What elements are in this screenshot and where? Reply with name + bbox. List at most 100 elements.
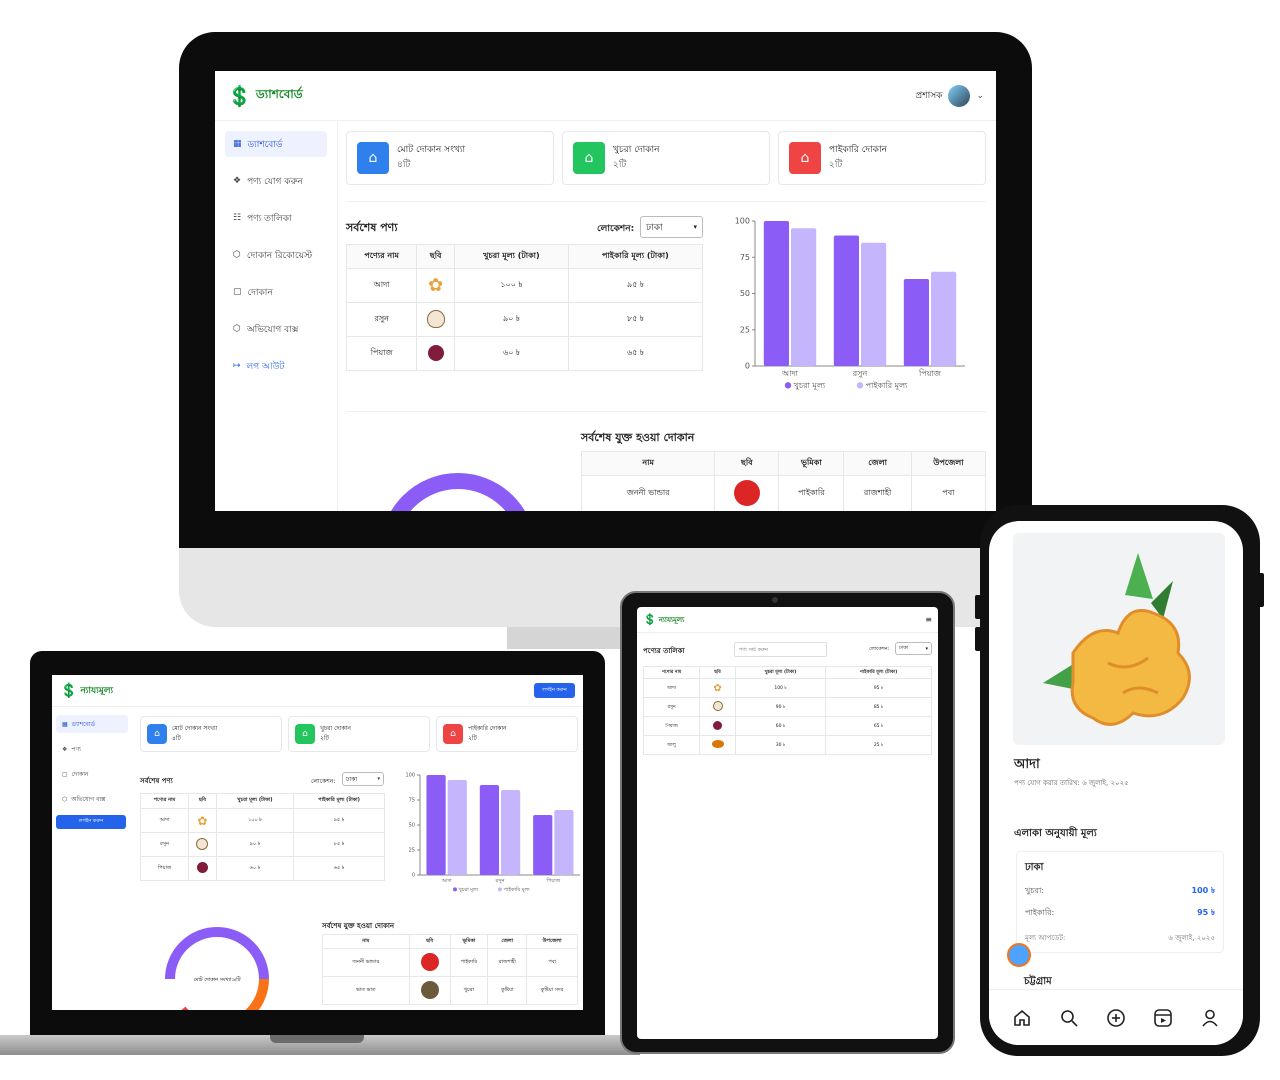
sidebar-item-shop-request[interactable]: ⬡ দোকান রিকোয়েস্ট: [233, 250, 313, 261]
chevron-down-icon: ▾: [693, 223, 697, 231]
table-row[interactable]: পিয়াজ ৬০ ৳ ৬৫ ৳: [345, 336, 704, 371]
wholesale-price: 95 ৳: [1197, 908, 1215, 917]
products-table: পণ্যের নাম ছবি খুচরা মূল্য (টাকা) পাইকারি ম…: [139, 793, 385, 881]
store-icon: ⌂: [789, 142, 821, 174]
shop-logo: [420, 952, 439, 971]
table-row[interactable]: রসুন ৯০ ৳ ৮৫ ৳: [345, 302, 704, 337]
laptop-brand[interactable]: ন্যায্যমূল্য: [80, 686, 114, 696]
table-row[interactable]: পিয়াজ ৬০ ৳ ৬৫ ৳: [139, 856, 385, 881]
sidebar-item-add-product[interactable]: ❖ পণ্য যোগ করুন: [233, 176, 303, 187]
menu-icon[interactable]: ≡: [925, 615, 932, 624]
x-tick-label: রসুন: [494, 878, 505, 884]
table-row[interactable]: রসুন 90 ৳ 85 ৳: [642, 697, 932, 717]
shops-table: নাম ছবি ভূমিকা জেলা উপজেলা জননী ভান্ডার …: [580, 451, 987, 511]
onion-image: [196, 862, 208, 873]
sidebar-item-complaint-box[interactable]: ⬡ অভিযোগ বাক্স: [233, 324, 299, 335]
stat-card-wholesale-shops: ⌂ পাইকারি দোকান ২টি: [778, 131, 986, 185]
table-row[interactable]: জননী ভান্ডার পাইকারি রাজশাহী পবা: [580, 475, 987, 511]
tablet-screen: 💲 ন্যায্যমূল্য ≡ পণ্যের তালিকা লোকেশন: ঢ…: [637, 607, 938, 1039]
avatar[interactable]: [948, 84, 971, 107]
sidebar-login-button[interactable]: লগইন করুন: [56, 815, 126, 829]
tablet-brand[interactable]: ন্যায্যমূল্য: [658, 615, 685, 624]
table-row[interactable]: আদা ✿ ১০০ ৳ ৯৫ ৳: [345, 268, 704, 303]
logout-icon: ↦: [233, 361, 241, 371]
plus-circle-icon[interactable]: [1104, 1006, 1128, 1030]
y-tick-label: 100: [735, 217, 750, 226]
floating-action-dot[interactable]: [1007, 943, 1031, 967]
reels-icon[interactable]: [1151, 1006, 1175, 1030]
legend-label: খুচরা মূল্য: [459, 887, 479, 893]
laptop-base: [0, 1035, 640, 1055]
table-row[interactable]: ভাত ভাত খুচরা কুষ্টিয়া কুষ্টিয়া সদর: [322, 976, 578, 1005]
chevron-down-icon: ▾: [925, 645, 928, 652]
laptop-screen: 💲 ন্যায্যমূল্য লগইন করুন ▦ ড্যাশবোর্ড ❖ পণ…: [52, 675, 583, 1010]
x-tick-label: আদা: [781, 369, 799, 378]
sidebar-item-product[interactable]: ❖ পণ্য: [62, 745, 81, 753]
location-select[interactable]: ঢাকা ▾: [640, 216, 703, 238]
sidebar-item-complaint-box[interactable]: ⬡ অভিযোগ বাক্স: [62, 795, 106, 803]
table-row[interactable]: জননী ভান্ডার পাইকারি রাজশাহী পবা: [322, 948, 578, 977]
grid-icon: ▦: [62, 720, 68, 728]
table-row[interactable]: আলু 30 ৳ 25 ৳: [642, 735, 932, 755]
chevron-down-icon[interactable]: ⌄: [976, 90, 984, 101]
store-icon: ⌂: [357, 142, 389, 174]
stat-card-retail-shops: ⌂ খুচরা দোকান ২টি: [562, 131, 770, 185]
search-icon[interactable]: [1057, 1006, 1081, 1030]
profile-icon[interactable]: [1198, 1006, 1222, 1030]
bar: [861, 242, 887, 366]
box-icon: ⬡: [233, 250, 241, 260]
sidebar-item-shop[interactable]: ▢ দোকান: [233, 287, 273, 298]
added-date: পণ্য যোগ করার তারিখ: ৬ জুলাই, ২০২৫: [1014, 779, 1129, 787]
sidebar-item-dashboard[interactable]: ▦ ড্যাশবোর্ড: [225, 131, 327, 157]
sidebar-item-dashboard[interactable]: ▦ ড্যাশবোর্ড: [56, 715, 128, 733]
stat-card-total-shops: ⌂ মোট দোকান সংখ্যা ৪টি: [140, 716, 282, 752]
garlic-image: [712, 701, 723, 711]
legend-label: পাইকারি মূল্য: [866, 381, 908, 390]
cubes-icon: ❖: [62, 745, 68, 753]
y-tick-label: 25: [409, 848, 415, 854]
stat-card-total-shops: ⌂ মোট দোকান সংখ্যা ৪টি: [346, 131, 554, 185]
x-tick-label: আদা: [441, 878, 452, 884]
legend-marker: [498, 887, 502, 892]
bar: [763, 221, 789, 366]
sidebar-item-shop[interactable]: ▢ দোকান: [62, 770, 89, 778]
logo-icon: 💲: [60, 682, 78, 699]
table-row[interactable]: আদা ✿ ১০০ ৳ ৯৫ ৳: [139, 808, 385, 833]
y-tick-label: 25: [740, 325, 750, 334]
login-button[interactable]: লগইন করুন: [534, 683, 575, 698]
price-bar-chart: 0 25 50 75 100 আদা রসুন পিয়াজ খুচরা মূল্য পাইকার…: [405, 773, 580, 893]
sidebar-item-product-list[interactable]: ☷ পণ্য তালিকা: [233, 213, 292, 224]
logo-icon: 💲: [227, 83, 252, 108]
bar: [554, 810, 574, 875]
bar: [903, 279, 929, 366]
location-select[interactable]: ঢাকা ▾: [895, 642, 932, 655]
sidebar-item-logout[interactable]: ↦ লগ আউট: [233, 361, 285, 372]
cubes-icon: ❖: [233, 176, 242, 186]
y-tick-label: 50: [740, 289, 750, 298]
laptop: 💲 ন্যায্যমূল্য লগইন করুন ▦ ড্যাশবোর্ড ❖ পণ…: [30, 651, 605, 1035]
location-select[interactable]: ঢাকা ▾: [342, 772, 384, 786]
shop-logo: [420, 980, 439, 999]
chevron-down-icon: ▾: [377, 776, 380, 782]
onion-image: [427, 344, 444, 361]
stat-card-retail-shops: ⌂ খুচরা দোকান ২টি: [288, 716, 430, 752]
bar: [791, 228, 817, 366]
store-icon: ▢: [62, 770, 68, 778]
search-input[interactable]: [734, 642, 827, 657]
desktop-brand[interactable]: ড্যাশবোর্ড: [255, 86, 303, 101]
home-icon[interactable]: [1010, 1006, 1034, 1030]
table-row[interactable]: আদা ✿ 100 ৳ 95 ৳: [642, 678, 932, 698]
table-row[interactable]: পিয়াজ 60 ৳ 65 ৳: [642, 716, 932, 736]
price-bar-chart: 0 25 50 75 100 আদা রসুন পিয়াজ খুচরা মূল্য পাইকার…: [735, 217, 965, 390]
ginger-image: ✿: [197, 813, 208, 828]
garlic-image: [196, 837, 209, 850]
ginger-image: ✿: [713, 682, 722, 694]
phone: আদা পণ্য যোগ করার তারিখ: ৬ জুলাই, ২০২৫ এ…: [975, 505, 1264, 1056]
shop-donut-chart: [391, 473, 525, 511]
x-tick-label: পিয়াজ: [918, 369, 942, 378]
table-row[interactable]: রসুন ৯০ ৳ ৮৫ ৳: [139, 832, 385, 857]
volume-button: [975, 627, 981, 651]
camera-icon: [772, 597, 778, 603]
retail-price: 100 ৳: [1191, 886, 1215, 895]
desktop-monitor: 💲 ড্যাশবোর্ড প্রশাসক ⌄ ▦ ড্যাশবোর্ড ❖ পণ্য…: [179, 32, 1032, 627]
